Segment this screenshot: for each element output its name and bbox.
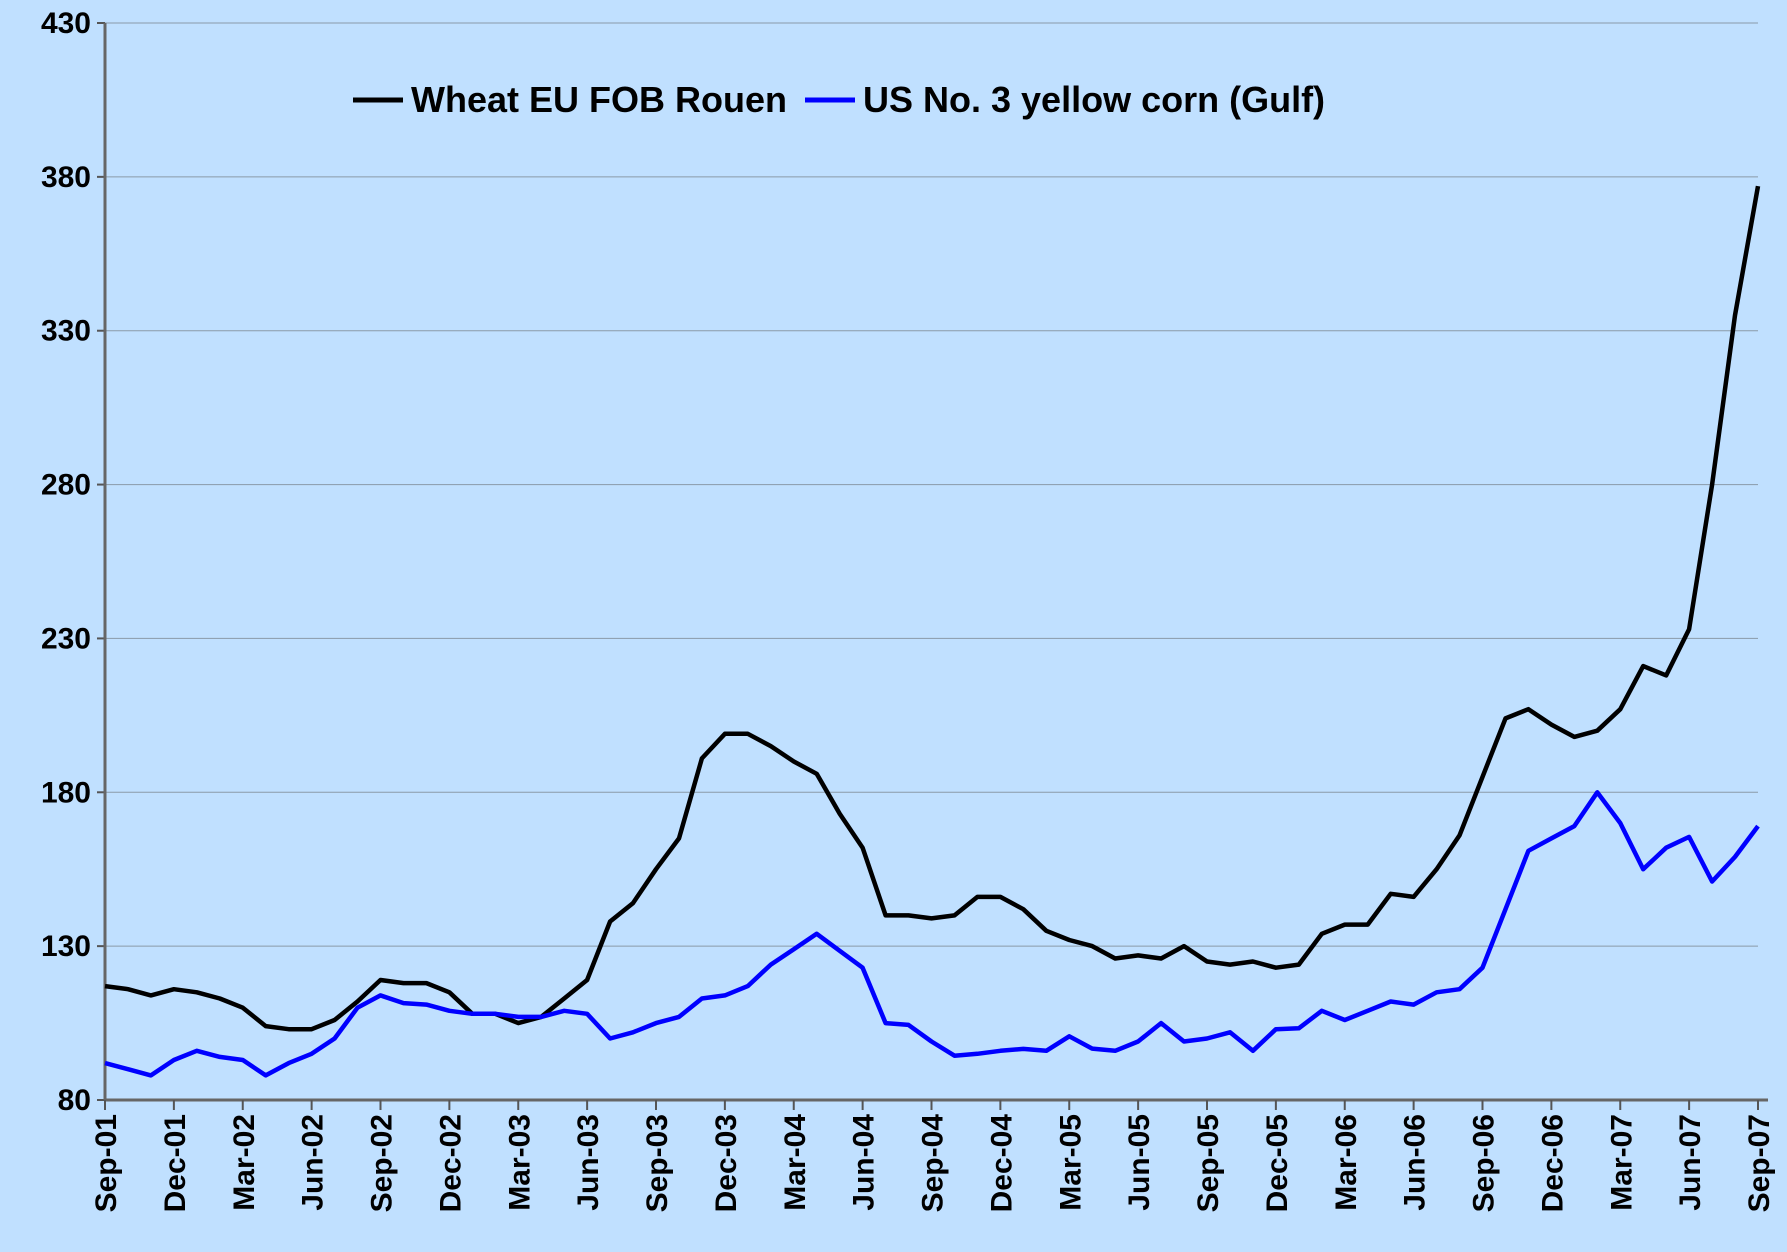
y-tick-label: 280 [41, 469, 91, 502]
y-tick-label: 430 [41, 7, 91, 40]
y-tick-label: 80 [58, 1084, 91, 1117]
x-tick-label: Jun-07 [1674, 1114, 1707, 1211]
x-tick-label: Jun-04 [848, 1114, 881, 1211]
x-tick-label: Mar-03 [503, 1114, 536, 1211]
x-tick-label: Sep-04 [917, 1114, 950, 1213]
series-line [104, 790, 1760, 1078]
x-tick-label: Jun-06 [1399, 1114, 1432, 1211]
x-tick-label: Sep-06 [1468, 1114, 1501, 1212]
y-tick-label: 380 [41, 161, 91, 194]
x-tick-label: Dec-01 [159, 1114, 192, 1212]
legend: Wheat EU FOB Rouen US No. 3 yellow corn (… [353, 79, 1325, 120]
x-tick-label: Dec-06 [1536, 1114, 1569, 1212]
x-tick-label: Sep-05 [1192, 1114, 1225, 1212]
x-tick-label: Mar-06 [1330, 1114, 1363, 1211]
y-tick-label: 330 [41, 315, 91, 348]
x-tick-label: Sep-07 [1743, 1114, 1776, 1212]
legend-label: US No. 3 yellow corn (Gulf) [863, 79, 1325, 120]
x-tick-label: Dec-05 [1261, 1114, 1294, 1212]
x-tick-label: Mar-02 [228, 1114, 261, 1211]
x-tick-label: Mar-04 [779, 1114, 812, 1211]
x-tick-label: Mar-07 [1605, 1114, 1638, 1211]
x-tick-label: Dec-03 [710, 1114, 743, 1212]
x-tick-label: Sep-03 [641, 1114, 674, 1212]
x-tick-label: Mar-05 [1054, 1114, 1087, 1211]
x-tick-label: Jun-03 [572, 1114, 605, 1211]
x-tick-label: Jun-05 [1123, 1114, 1156, 1211]
series-line [104, 185, 1761, 1032]
y-tick-label: 130 [41, 930, 91, 963]
x-tick-label: Sep-01 [90, 1114, 123, 1212]
y-tick-label: 230 [41, 622, 91, 655]
legend-label: Wheat EU FOB Rouen [411, 79, 787, 120]
x-tick-label: Jun-02 [297, 1114, 330, 1211]
x-tick-label: Dec-04 [985, 1114, 1018, 1213]
x-tick-label: Dec-02 [434, 1114, 467, 1212]
x-tick-label: Sep-02 [366, 1114, 399, 1212]
y-tick-label: 180 [41, 776, 91, 809]
